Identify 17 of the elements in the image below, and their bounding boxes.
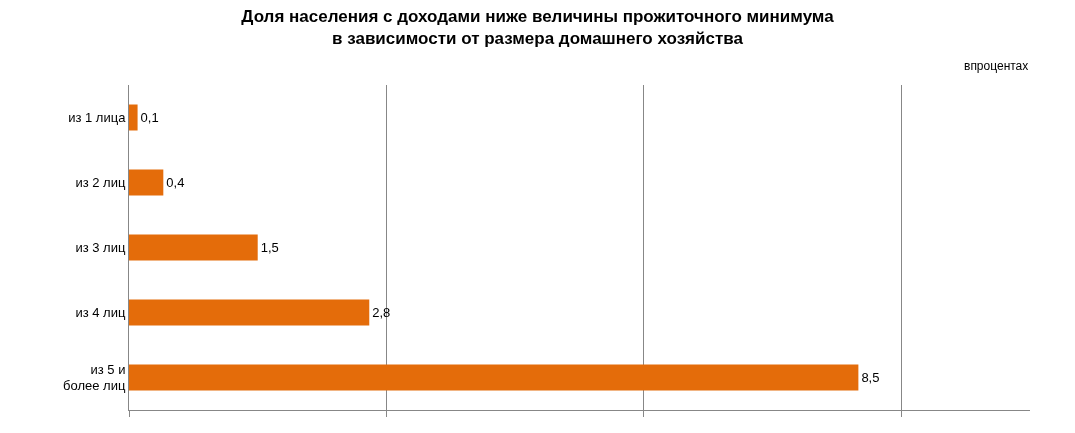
bar <box>129 364 859 391</box>
data-label: 0,4 <box>166 175 185 190</box>
y-tick-label: из 3 лиц <box>75 240 126 256</box>
data-label: 2,8 <box>372 305 391 320</box>
y-tick-label: из 4 лиц <box>75 305 126 321</box>
y-tick-label: из 5 и более лиц <box>63 361 126 394</box>
y-tick-label: из 1 лица <box>68 110 127 126</box>
bar <box>129 299 370 326</box>
bar <box>129 104 138 131</box>
y-tick-label: из 2 лиц <box>75 175 126 191</box>
bar <box>129 169 164 196</box>
data-label: 1,5 <box>260 240 279 255</box>
data-label: 0,1 <box>140 110 159 125</box>
text: впроцентах <box>964 59 1029 73</box>
chart-title: Доля населения с доходами ниже величины прожиточного минимума в зависимости от размера домашнего хозяйства <box>241 6 835 48</box>
data-label: 8,5 <box>861 370 880 385</box>
bar <box>129 234 258 261</box>
